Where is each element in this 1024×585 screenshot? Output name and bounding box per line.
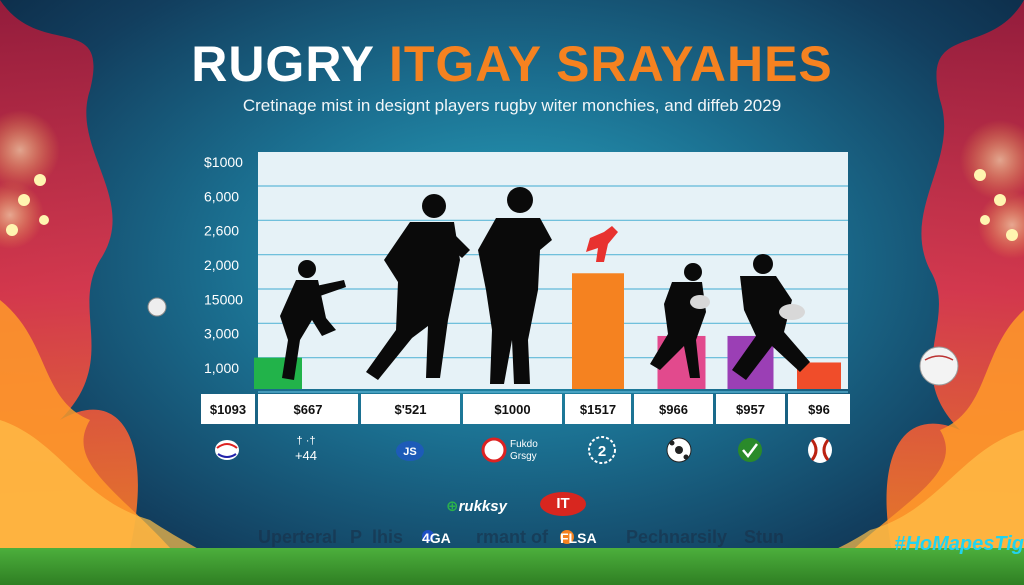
value-label: $957 (736, 402, 765, 417)
page-title: RUGRY ITGAY SRAYAHES (0, 36, 1024, 92)
footer-text-4: rmant of (476, 527, 548, 547)
y-tick-label: 2,000 (204, 257, 239, 273)
value-label-box (565, 394, 631, 424)
ball-logo-icon: JS (396, 441, 424, 461)
player-silhouette-1 (280, 260, 346, 380)
player-silhouette-4 (650, 263, 710, 378)
footer-badge-1-label: 4GA (422, 530, 451, 546)
grass-strip (0, 548, 1024, 585)
sponsor-left: ⊕rukksy (446, 497, 507, 515)
rugby-ball-red-icon (808, 437, 832, 463)
player-silhouette-5 (732, 254, 810, 380)
subtitle: Cretinage mist in designt players rugby … (242, 96, 782, 115)
value-label: $1093 (210, 402, 246, 417)
y-tick-label: 6,000 (204, 188, 239, 204)
y-tick-label: 2,600 (204, 223, 239, 239)
hashtag: #HoMapesTig (894, 533, 1024, 555)
value-label-box (361, 394, 460, 424)
svg-text:Grsgy: Grsgy (510, 451, 537, 462)
y-tick-label: 1,000 (204, 360, 239, 376)
footer-badge-2-label: FLSA (560, 530, 597, 546)
svg-text:2: 2 (598, 443, 606, 460)
footer-text-3: lhis (372, 527, 404, 547)
value-label: $1517 (580, 402, 616, 417)
y-tick-label: 3,000 (204, 326, 239, 342)
y-tick-label: $1000 (204, 154, 243, 170)
value-label: $667 (294, 402, 323, 417)
footer-text-2: P (350, 527, 363, 547)
circle-logo-icon: 2 (588, 436, 616, 464)
value-label-box (201, 394, 255, 424)
title-part1: RUGRY (191, 36, 375, 92)
player-silhouettes (280, 187, 810, 384)
footer-text-6: Stun (744, 527, 784, 547)
footer-text: Uperteral P lhis 4GA rmant of FLSA Pechn… (0, 527, 1024, 553)
sponsor-left-icon: ⊕ (446, 498, 459, 515)
value-label-box (258, 394, 358, 424)
svg-text:Fukdo: Fukdo (510, 439, 538, 450)
sponsor-right-label: IT (556, 495, 570, 512)
footer-text-1: Uperteral (258, 527, 338, 547)
value-label: $966 (659, 402, 688, 417)
footer-text-5: Pechnarsily (626, 527, 728, 547)
title-part2: ITGAY SRAYAHES (388, 36, 833, 92)
sponsor-left-label: rukksy (458, 498, 507, 515)
value-label: $'521 (394, 402, 426, 417)
player-silhouette-3 (478, 187, 552, 384)
value-label: $96 (808, 402, 830, 417)
rugby-ball-icon (215, 440, 239, 460)
bar (572, 273, 624, 389)
value-label-box (716, 394, 785, 424)
sponsor-right: IT (540, 492, 586, 516)
badge-logo-icon: Fukdo Grsgy (481, 437, 538, 463)
y-tick-label: 15000 (204, 291, 243, 307)
player-silhouette-red (586, 226, 618, 262)
player-silhouette-2 (366, 194, 470, 380)
team-logos-row: † ·† +44 JS Fukdo Grsgy 2 (215, 435, 832, 464)
svg-text:JS: JS (403, 446, 416, 458)
value-label-box (634, 394, 713, 424)
value-label: $1000 (494, 402, 530, 417)
logo-text-1: † ·† (297, 435, 316, 447)
soccer-ball-icon (666, 437, 692, 463)
check-badge-icon (738, 438, 762, 462)
logo-text-1b: +44 (295, 448, 317, 463)
value-label-box (788, 394, 850, 424)
value-label-box (463, 394, 562, 424)
